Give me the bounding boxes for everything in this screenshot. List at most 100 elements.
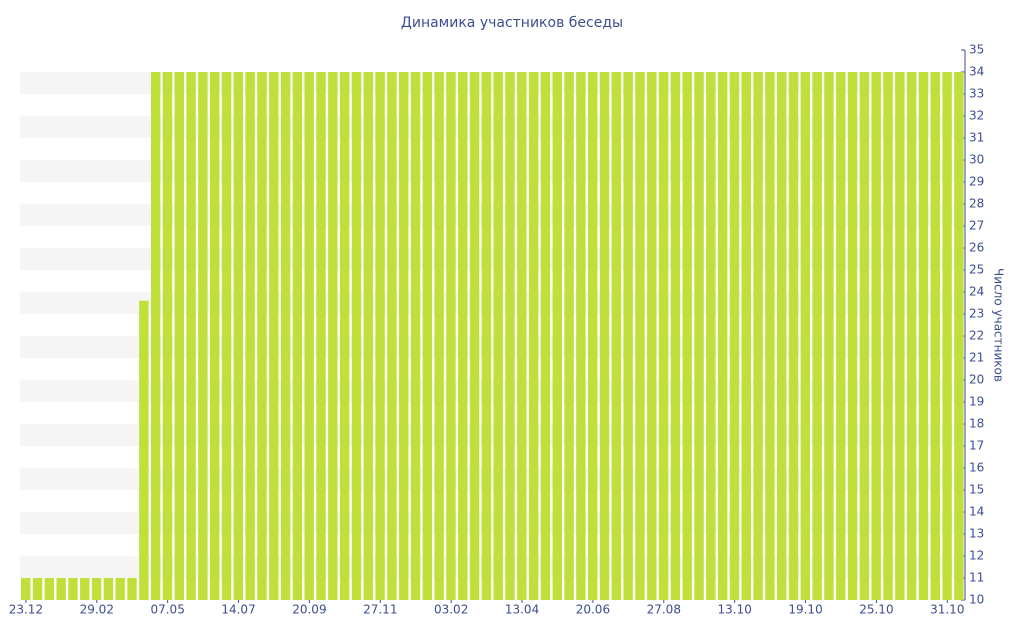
- bar: [741, 72, 751, 600]
- x-tick-label: 13.10: [717, 603, 751, 617]
- y-tick-label: 12: [969, 549, 984, 563]
- stripe: [20, 424, 965, 446]
- y-tick-label: 32: [969, 109, 984, 123]
- y-axis-label: Число участников: [992, 268, 1006, 382]
- bar: [446, 72, 456, 600]
- bar: [765, 72, 775, 600]
- bar: [68, 578, 78, 600]
- bar: [788, 72, 799, 600]
- y-tick-label: 18: [969, 417, 984, 431]
- y-tick-label: 35: [969, 43, 984, 57]
- x-tick-label: 23.12: [9, 603, 43, 617]
- bar: [328, 72, 338, 600]
- bar: [174, 72, 184, 600]
- bar: [115, 578, 125, 600]
- x-tick-label: 29.02: [80, 603, 114, 617]
- stripe: [20, 116, 965, 138]
- y-tick-label: 24: [969, 285, 984, 299]
- bar: [91, 578, 102, 600]
- bar: [588, 72, 598, 600]
- bar: [930, 72, 940, 600]
- x-tick-label: 03.02: [434, 603, 468, 617]
- y-tick-label: 16: [969, 461, 984, 475]
- stripe: [20, 468, 965, 490]
- bar: [32, 578, 43, 600]
- bar: [658, 72, 669, 600]
- bar: [670, 72, 681, 600]
- y-tick-label: 29: [969, 175, 984, 189]
- bar: [576, 72, 586, 600]
- stripe: [20, 72, 965, 94]
- bar: [564, 72, 574, 600]
- stripe: [20, 204, 965, 226]
- bar: [233, 72, 244, 600]
- bar: [611, 72, 622, 600]
- bar: [552, 72, 562, 600]
- x-tick-label: 27.08: [647, 603, 681, 617]
- bar: [906, 72, 917, 600]
- bar: [162, 72, 173, 600]
- x-tick-label: 20.09: [292, 603, 326, 617]
- x-tick-label: 27.11: [363, 603, 397, 617]
- bar: [859, 72, 870, 600]
- stripe: [20, 292, 965, 314]
- bar: [871, 72, 881, 600]
- bar: [729, 72, 740, 600]
- bar: [80, 578, 90, 600]
- stripe: [20, 556, 965, 578]
- bar: [292, 72, 303, 600]
- bar: [375, 72, 385, 600]
- bar: [127, 578, 137, 600]
- bar: [706, 72, 716, 600]
- bar: [56, 578, 66, 600]
- bar: [198, 72, 208, 600]
- x-tick-label: 07.05: [150, 603, 184, 617]
- bar: [210, 72, 220, 600]
- y-tick-label: 28: [969, 197, 984, 211]
- bar: [599, 72, 610, 600]
- bar: [623, 72, 633, 600]
- bar: [694, 72, 704, 600]
- bar: [410, 72, 421, 600]
- bar: [528, 72, 539, 600]
- bar: [44, 578, 55, 600]
- y-tick-label: 10: [969, 593, 984, 607]
- y-tick-label: 22: [969, 329, 984, 343]
- bar: [942, 72, 952, 600]
- bar: [387, 72, 397, 600]
- y-tick-label: 31: [969, 131, 984, 145]
- bar: [954, 72, 964, 600]
- bar: [269, 72, 279, 600]
- bar: [777, 72, 787, 600]
- y-tick-label: 15: [969, 483, 984, 497]
- bar: [635, 72, 645, 600]
- y-tick-label: 25: [969, 263, 984, 277]
- bar: [753, 72, 763, 600]
- bar: [186, 72, 196, 600]
- bar: [540, 72, 551, 600]
- bar: [434, 72, 444, 600]
- bar: [21, 578, 31, 600]
- bar: [221, 72, 232, 600]
- bar: [895, 72, 905, 600]
- background-stripes: [20, 72, 965, 578]
- y-tick-label: 33: [969, 87, 984, 101]
- x-tick-label: 20.06: [576, 603, 610, 617]
- x-tick-label: 31.10: [930, 603, 964, 617]
- bar: [847, 72, 858, 600]
- bar: [351, 72, 362, 600]
- y-tick-label: 27: [969, 219, 984, 233]
- chart-title: Динамика участников беседы: [401, 15, 623, 31]
- bar: [493, 72, 503, 600]
- y-tick-label: 17: [969, 439, 984, 453]
- bar: [469, 72, 480, 600]
- bar: [505, 72, 515, 600]
- y-tick-label: 23: [969, 307, 984, 321]
- stripe: [20, 248, 965, 270]
- y-tick-label: 11: [969, 571, 984, 585]
- bar: [399, 72, 409, 600]
- bar: [800, 72, 811, 600]
- bar: [339, 72, 350, 600]
- stripe: [20, 512, 965, 534]
